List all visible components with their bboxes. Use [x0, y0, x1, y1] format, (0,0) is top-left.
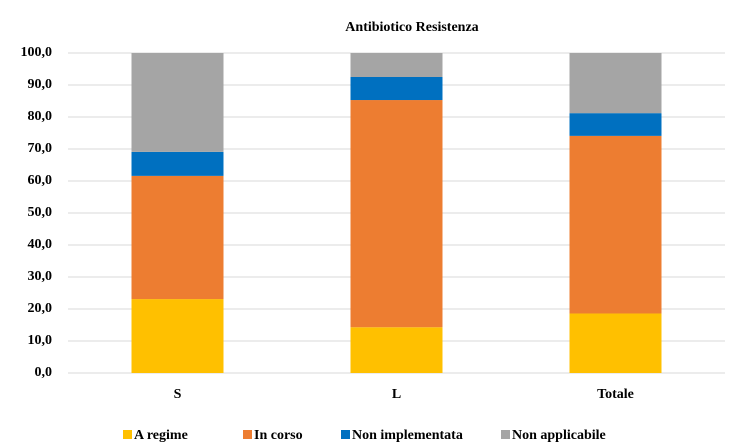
bar-segment — [131, 175, 224, 300]
y-tick-label: 70,0 — [28, 141, 53, 156]
legend-swatch — [123, 430, 132, 439]
legend-label: Non applicabile — [512, 428, 606, 443]
y-tick-label: 20,0 — [28, 301, 53, 316]
x-tick-label: L — [392, 387, 401, 402]
x-tick-label: S — [174, 387, 182, 402]
y-tick-label: 50,0 — [28, 205, 53, 220]
bar-segment — [131, 151, 224, 176]
bar-segment — [131, 53, 224, 152]
y-tick-label: 10,0 — [28, 333, 53, 348]
bar-segment — [569, 135, 662, 314]
bar-segment — [350, 327, 443, 373]
bar-segment — [350, 100, 443, 328]
bar-segment — [569, 53, 662, 114]
bar-segment — [350, 53, 443, 77]
y-tick-label: 100,0 — [21, 45, 53, 60]
x-tick-label: Totale — [597, 387, 634, 402]
chart-title: Antibiotico Resistenza — [345, 20, 478, 35]
legend-label: A regime — [134, 428, 188, 443]
y-tick-label: 60,0 — [28, 173, 53, 188]
y-tick-label: 80,0 — [28, 109, 53, 124]
y-tick-label: 30,0 — [28, 269, 53, 284]
bar-segment — [131, 299, 224, 373]
bar-segment — [569, 313, 662, 373]
legend-swatch — [341, 430, 350, 439]
y-tick-label: 90,0 — [28, 77, 53, 92]
y-tick-label: 0,0 — [35, 365, 53, 380]
bar-segment — [569, 113, 662, 136]
legend-swatch — [501, 430, 510, 439]
bar-segment — [350, 77, 443, 101]
legend-label: Non implementata — [352, 428, 463, 443]
legend-label: In corso — [254, 428, 303, 443]
legend-swatch — [243, 430, 252, 439]
y-tick-label: 40,0 — [28, 237, 53, 252]
